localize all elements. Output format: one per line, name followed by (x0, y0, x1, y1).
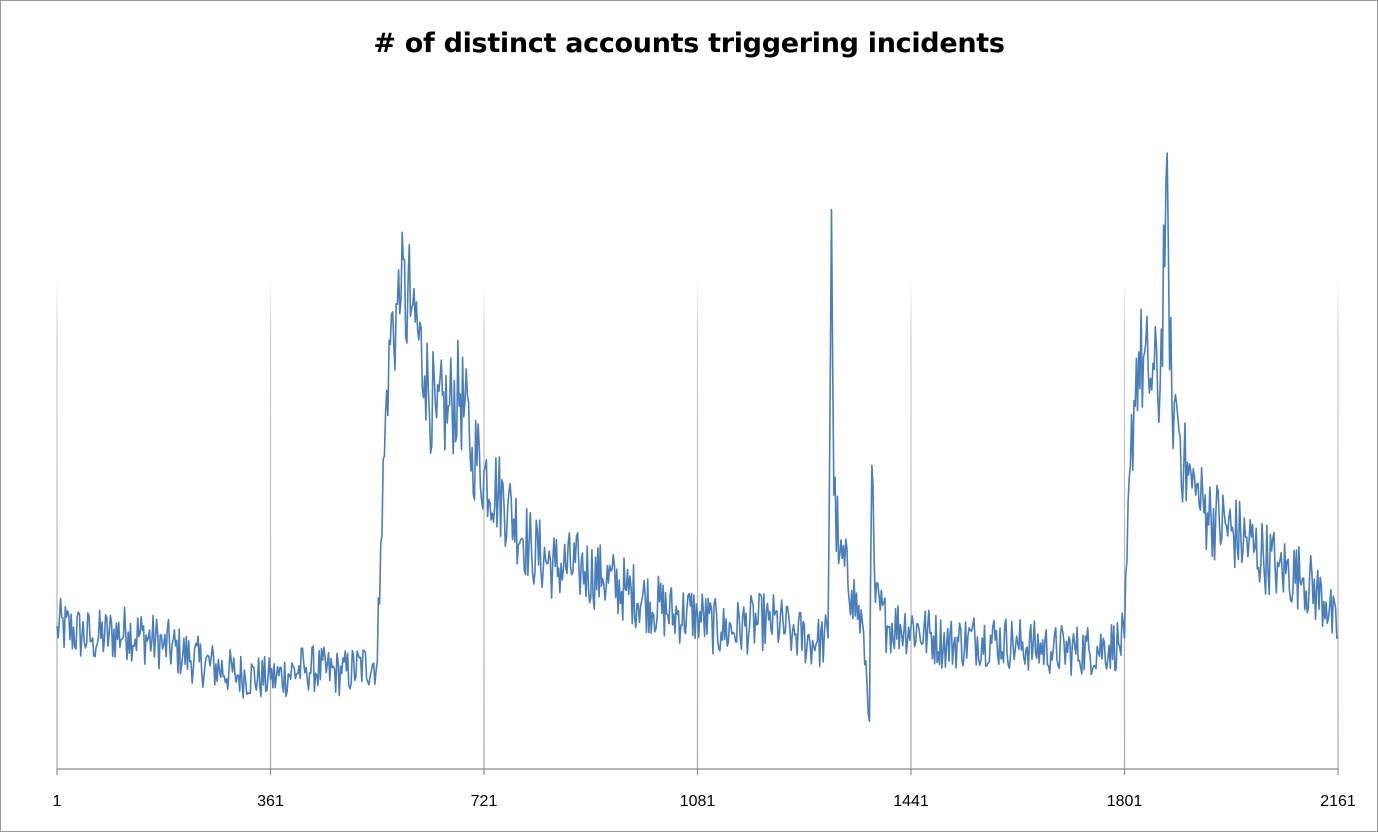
data-point (388, 339, 390, 341)
gridline-361 (269, 278, 272, 769)
data-point (1135, 357, 1137, 359)
data-point (874, 601, 876, 603)
data-point (1207, 512, 1209, 514)
data-point (851, 589, 853, 591)
data-point (1337, 637, 1339, 639)
data-point (1165, 179, 1167, 181)
data-point (578, 566, 580, 568)
data-point (471, 447, 473, 449)
data-point (1230, 530, 1232, 532)
data-point (1301, 577, 1303, 579)
data-point (1159, 387, 1161, 389)
data-point (839, 554, 841, 556)
data-point (447, 405, 449, 407)
data-point (868, 720, 870, 722)
data-point (530, 548, 532, 550)
data-point (1278, 566, 1280, 568)
data-point (198, 661, 200, 663)
data-point (833, 494, 835, 496)
data-point (1183, 464, 1185, 466)
data-point (815, 643, 817, 645)
data-point (602, 577, 604, 579)
data-point (554, 566, 556, 568)
data-point (1088, 649, 1090, 651)
data-point (163, 643, 165, 645)
chart-title: # of distinct accounts triggering incide… (373, 28, 1005, 59)
data-point (1254, 548, 1256, 550)
data-point (1017, 643, 1019, 645)
data-point (649, 601, 651, 603)
data-point (459, 393, 461, 395)
x-tick-label: 1 (53, 793, 62, 810)
x-tick-label: 2161 (1320, 793, 1356, 810)
data-point (673, 613, 675, 615)
data-point (1177, 417, 1179, 419)
series-line (56, 152, 1339, 723)
data-point (400, 298, 402, 300)
gridline-2161 (1337, 278, 1339, 769)
data-point (1052, 649, 1054, 651)
gridline-1441 (910, 278, 912, 769)
data-point (1124, 637, 1126, 639)
data-point (946, 643, 948, 645)
data-point (412, 304, 414, 306)
data-point (886, 625, 888, 627)
gridline-1 (56, 278, 58, 769)
data-point (305, 667, 307, 669)
data-point (1129, 464, 1131, 466)
data-point (341, 673, 343, 675)
data-point (270, 679, 272, 681)
data-point (744, 625, 746, 627)
x-tick-label: 361 (257, 793, 284, 810)
data-point (981, 637, 983, 639)
data-point (507, 506, 509, 508)
data-point (1325, 601, 1327, 603)
data-point (910, 625, 912, 627)
data-point (831, 209, 833, 211)
x-tick-label: 1801 (1107, 793, 1143, 810)
data-point (424, 375, 426, 377)
gridline-1081 (696, 278, 699, 769)
data-point (827, 637, 829, 639)
gridline-721 (483, 278, 485, 769)
data-point (697, 613, 699, 615)
data-point (768, 619, 770, 621)
data-point (1147, 369, 1149, 371)
data-point (380, 542, 382, 544)
data-point (234, 673, 236, 675)
x-axis-ticks (56, 769, 1339, 775)
data-point (625, 589, 627, 591)
gridlines (56, 278, 1339, 769)
data-point (871, 464, 873, 466)
data-point (1195, 494, 1197, 496)
data-point (1171, 399, 1173, 401)
data-point (791, 631, 793, 633)
data-point (436, 417, 438, 419)
data-point (376, 661, 378, 663)
x-tick-labels: 1 361 721 1081 1441 1801 2161 (53, 793, 1356, 810)
data-point (1118, 643, 1120, 645)
x-tick-label: 1441 (893, 793, 929, 810)
data-point (92, 637, 94, 639)
series-layer (56, 152, 1339, 723)
data-point (483, 470, 485, 472)
x-tick-label: 1081 (680, 793, 716, 810)
gridline-1801 (1123, 278, 1126, 769)
data-point (720, 631, 722, 633)
data-point (56, 625, 58, 627)
data-point (863, 631, 865, 633)
data-point (127, 631, 129, 633)
x-tick-label: 721 (471, 793, 498, 810)
